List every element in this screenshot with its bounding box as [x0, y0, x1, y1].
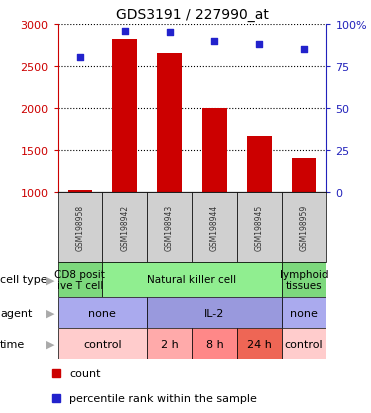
Text: time: time: [0, 339, 25, 349]
Text: ▶: ▶: [46, 275, 54, 285]
Point: [77, 55, 83, 62]
Bar: [292, 159, 316, 275]
Text: Natural killer cell: Natural killer cell: [147, 275, 237, 285]
Bar: [147, 297, 282, 328]
Bar: [68, 190, 92, 275]
Text: ▶: ▶: [46, 339, 54, 349]
Bar: [192, 192, 237, 262]
Text: count: count: [69, 368, 101, 378]
Text: control: control: [83, 339, 122, 349]
Bar: [282, 328, 326, 359]
Bar: [192, 328, 237, 359]
Text: 2 h: 2 h: [161, 339, 178, 349]
Bar: [58, 297, 147, 328]
Bar: [102, 262, 282, 297]
Text: GSM198943: GSM198943: [165, 204, 174, 250]
Point: [211, 38, 217, 45]
Bar: [282, 297, 326, 328]
Bar: [102, 192, 147, 262]
Text: none: none: [88, 308, 116, 318]
Bar: [157, 54, 182, 275]
Text: GSM198959: GSM198959: [299, 204, 309, 250]
Text: agent: agent: [0, 308, 32, 318]
Bar: [112, 40, 137, 275]
Bar: [147, 192, 192, 262]
Text: lymphoid
tissues: lymphoid tissues: [280, 269, 328, 291]
Bar: [282, 192, 326, 262]
Point: [167, 30, 173, 36]
Text: ▶: ▶: [46, 308, 54, 318]
Title: GDS3191 / 227990_at: GDS3191 / 227990_at: [115, 8, 269, 22]
Text: IL-2: IL-2: [204, 308, 224, 318]
Point: [122, 28, 128, 35]
Text: GSM198958: GSM198958: [75, 204, 85, 250]
Bar: [58, 262, 102, 297]
Text: GSM198942: GSM198942: [120, 204, 129, 250]
Text: GSM198944: GSM198944: [210, 204, 219, 250]
Text: 24 h: 24 h: [247, 339, 272, 349]
Bar: [58, 192, 102, 262]
Bar: [202, 109, 227, 275]
Text: none: none: [290, 308, 318, 318]
Text: control: control: [285, 339, 324, 349]
Point: [301, 47, 307, 53]
Text: percentile rank within the sample: percentile rank within the sample: [69, 394, 257, 404]
Text: 8 h: 8 h: [206, 339, 223, 349]
Text: cell type: cell type: [0, 275, 47, 285]
Text: GSM198945: GSM198945: [255, 204, 264, 250]
Text: CD8 posit
ive T cell: CD8 posit ive T cell: [55, 269, 105, 291]
Bar: [282, 262, 326, 297]
Point: [256, 42, 262, 48]
Bar: [237, 328, 282, 359]
Bar: [247, 137, 272, 275]
Bar: [147, 328, 192, 359]
Bar: [58, 328, 147, 359]
Bar: [237, 192, 282, 262]
